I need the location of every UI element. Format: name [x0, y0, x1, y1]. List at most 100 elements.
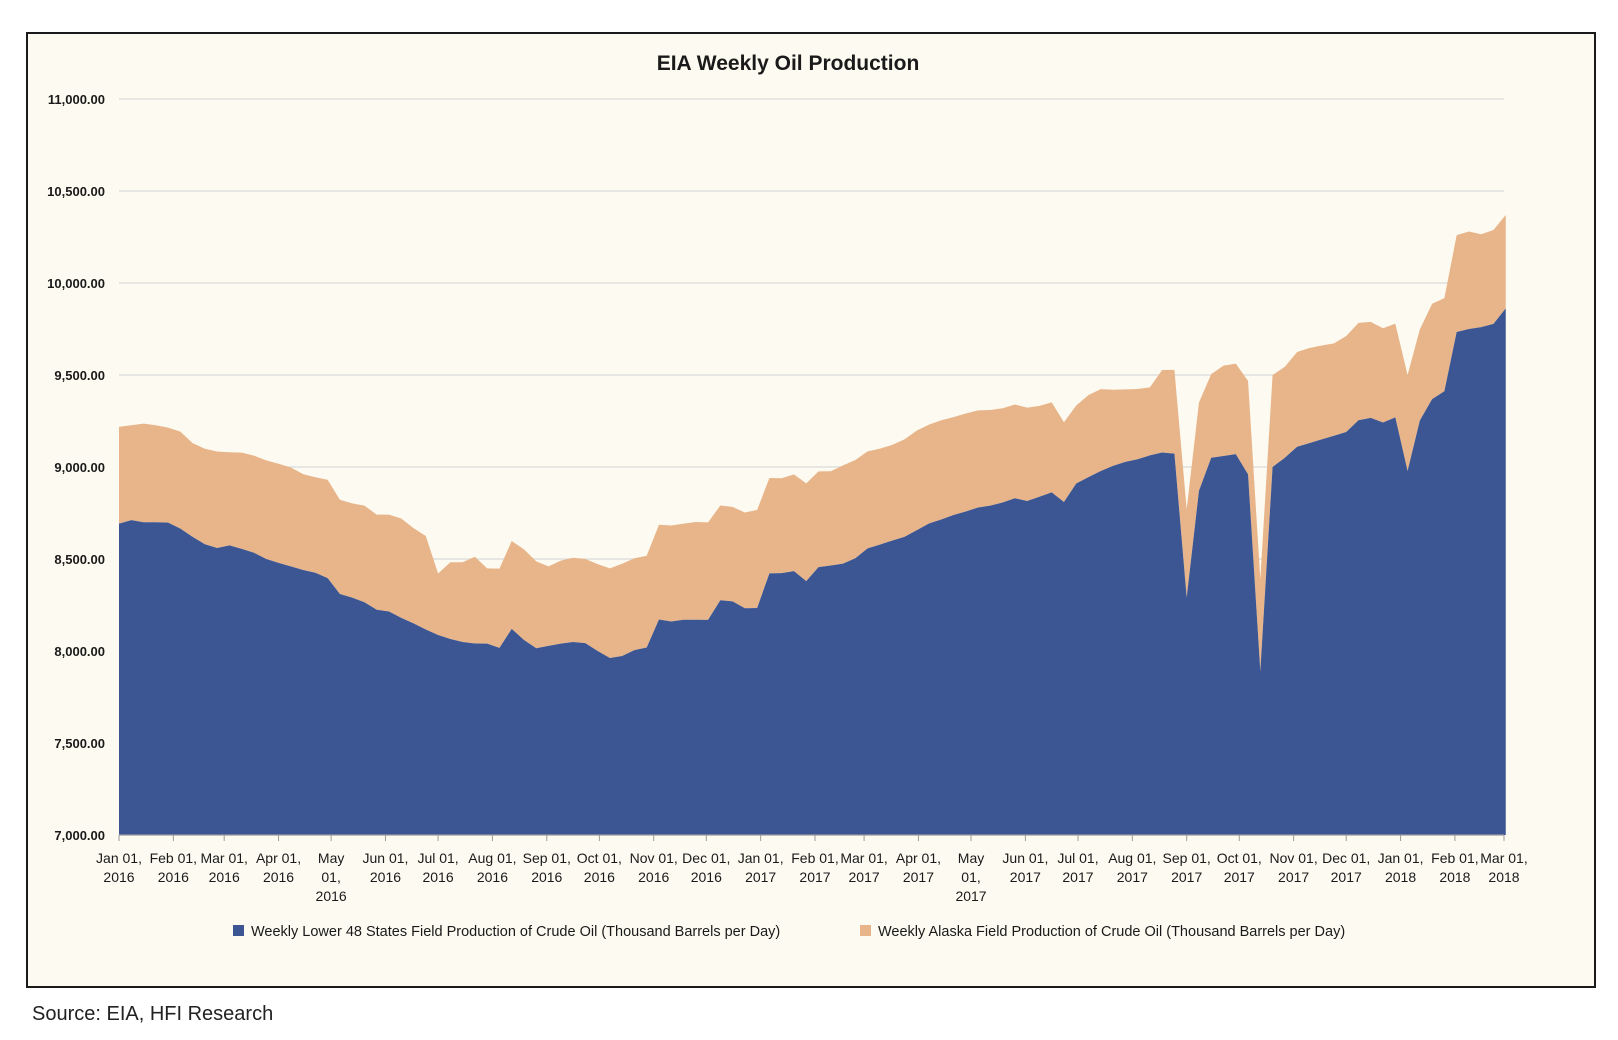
- x-tick-label-line: 2016: [422, 869, 453, 885]
- x-tick-label-line: Mar 01,: [200, 850, 247, 866]
- x-tick-label-line: 2018: [1385, 869, 1416, 885]
- x-tick-label-line: Sep 01,: [523, 850, 571, 866]
- y-tick-label: 8,000.00: [54, 644, 105, 659]
- x-tick-label-line: Apr 01,: [896, 850, 941, 866]
- x-tick-label-line: Mar 01,: [840, 850, 887, 866]
- x-tick-label-line: Feb 01,: [1431, 850, 1478, 866]
- x-tick-label: Mar 01, 2018: [1480, 850, 1527, 885]
- x-tick-label-line: Mar 01,: [1480, 850, 1527, 866]
- y-tick-label: 8,500.00: [54, 552, 105, 567]
- x-tick-label: Jun 01, 2017: [1002, 850, 1048, 885]
- x-tick-label-line: 2017: [1331, 869, 1362, 885]
- x-tick-label-line: Oct 01,: [577, 850, 622, 866]
- chart-frame: EIA Weekly Oil Production 7,000.00 7,500.…: [26, 32, 1596, 988]
- x-tick-label-line: 2017: [1278, 869, 1309, 885]
- x-tick-label: Jul 01, 2016: [417, 850, 458, 885]
- x-tick-label: Feb 01, 2018: [1431, 850, 1478, 885]
- x-tick-label-line: 2017: [1117, 869, 1148, 885]
- x-tick-label: Aug 01, 2016: [468, 850, 516, 885]
- x-tick-label: Sep 01, 2016: [523, 850, 571, 885]
- x-tick-label: May 01, 2016: [316, 850, 347, 904]
- y-tick-label: 9,500.00: [54, 368, 105, 383]
- x-tick-label: Aug 01, 2017: [1108, 850, 1156, 885]
- x-tick-label: Sep 01, 2017: [1163, 850, 1211, 885]
- x-tick-label-line: Aug 01,: [468, 850, 516, 866]
- x-tick-label-line: 2016: [263, 869, 294, 885]
- x-tick-label: Jan 01, 2016: [96, 850, 142, 885]
- x-tick-label-line: Oct 01,: [1217, 850, 1262, 866]
- legend-item: Weekly Alaska Field Production of Crude …: [860, 924, 1345, 940]
- x-tick-label-line: May: [318, 850, 344, 866]
- x-tick-label-line: 2016: [477, 869, 508, 885]
- x-tick-label-line: Nov 01,: [1269, 850, 1317, 866]
- area-layer: [119, 214, 1506, 835]
- x-tick-label-line: 2017: [955, 888, 986, 904]
- y-tick-label: 10,000.00: [47, 276, 105, 291]
- x-tick-label-line: 2016: [531, 869, 562, 885]
- x-tick-label: Nov 01, 2017: [1269, 850, 1317, 885]
- x-tick-label-line: Feb 01,: [150, 850, 197, 866]
- x-tick-label: Jan 01, 2017: [738, 850, 784, 885]
- y-tick-label: 11,000.00: [48, 92, 105, 107]
- x-tick-label: Mar 01, 2016: [200, 850, 247, 885]
- y-tick-label: 7,000.00: [54, 828, 105, 843]
- x-tick-label-line: 2016: [584, 869, 615, 885]
- x-tick-label-line: 2017: [799, 869, 830, 885]
- x-tick-label-line: Jun 01,: [1002, 850, 1048, 866]
- x-tick-label: Dec 01, 2016: [682, 850, 730, 885]
- legend: Weekly Lower 48 States Field Production …: [233, 924, 1345, 940]
- x-tick-label-line: 2017: [1224, 869, 1255, 885]
- x-tick-label-line: 2017: [745, 869, 776, 885]
- y-tick-label: 9,000.00: [54, 460, 105, 475]
- chart-svg: EIA Weekly Oil Production 7,000.00 7,500.…: [47, 52, 1528, 940]
- x-tick-label-line: 2016: [158, 869, 189, 885]
- x-tick-label-line: 2018: [1439, 869, 1470, 885]
- x-tick-label: Feb 01, 2016: [150, 850, 197, 885]
- y-tick-label: 10,500.00: [47, 184, 105, 199]
- x-tick-label: Mar 01, 2017: [840, 850, 887, 885]
- x-tick-label: Jul 01, 2017: [1057, 850, 1098, 885]
- x-tick-label-line: 2016: [103, 869, 134, 885]
- x-tick-label-line: Jul 01,: [1057, 850, 1098, 866]
- x-tick-label-line: Jul 01,: [417, 850, 458, 866]
- x-tick-label: Jan 01, 2018: [1378, 850, 1424, 885]
- x-tick-label-line: May: [958, 850, 984, 866]
- x-tick-label-line: Jan 01,: [738, 850, 784, 866]
- x-tick-label: Apr 01, 2016: [256, 850, 301, 885]
- x-tick-label-line: 2018: [1488, 869, 1519, 885]
- x-tick-label-line: Dec 01,: [1322, 850, 1370, 866]
- x-tick-label-line: 2017: [903, 869, 934, 885]
- x-tick-label-line: Apr 01,: [256, 850, 301, 866]
- x-tick-label-line: Aug 01,: [1108, 850, 1156, 866]
- x-tick-label: Feb 01, 2017: [791, 850, 838, 885]
- x-tick-label-line: 2017: [1171, 869, 1202, 885]
- legend-swatch-lower48: [233, 925, 244, 936]
- legend-item: Weekly Lower 48 States Field Production …: [233, 924, 780, 940]
- x-tick-label-line: 2017: [1062, 869, 1093, 885]
- source-note: Source: EIA, HFI Research: [32, 1003, 274, 1025]
- chart-title: EIA Weekly Oil Production: [657, 52, 920, 75]
- x-tick-label: May 01, 2017: [955, 850, 986, 904]
- legend-label: Weekly Alaska Field Production of Crude …: [878, 924, 1345, 940]
- x-tick-label: Dec 01, 2017: [1322, 850, 1370, 885]
- x-tick-label-line: 01,: [321, 869, 340, 885]
- x-tick-label-line: 2016: [370, 869, 401, 885]
- axis-layer: [118, 834, 1505, 841]
- x-tick-label-line: 2016: [691, 869, 722, 885]
- x-tick-label: Oct 01, 2017: [1217, 850, 1262, 885]
- x-tick-label-line: 2016: [638, 869, 669, 885]
- x-tick-label-line: 2017: [1010, 869, 1041, 885]
- x-tick-label-line: Jan 01,: [1378, 850, 1424, 866]
- x-tick-label-line: Feb 01,: [791, 850, 838, 866]
- x-tick-label: Jun 01, 2016: [363, 850, 409, 885]
- x-tick-label-line: Nov 01,: [630, 850, 678, 866]
- y-axis-tick-labels: 7,000.00 7,500.00 8,000.00 8,500.00 9,000.00…: [47, 92, 105, 843]
- x-tick-label: Nov 01, 2016: [630, 850, 678, 885]
- legend-swatch-alaska: [860, 925, 871, 936]
- x-tick-label-line: 2016: [316, 888, 347, 904]
- x-tick-label-line: 2016: [209, 869, 240, 885]
- y-tick-label: 7,500.00: [54, 736, 105, 751]
- x-tick-label-line: Dec 01,: [682, 850, 730, 866]
- x-tick-label: Oct 01, 2016: [577, 850, 622, 885]
